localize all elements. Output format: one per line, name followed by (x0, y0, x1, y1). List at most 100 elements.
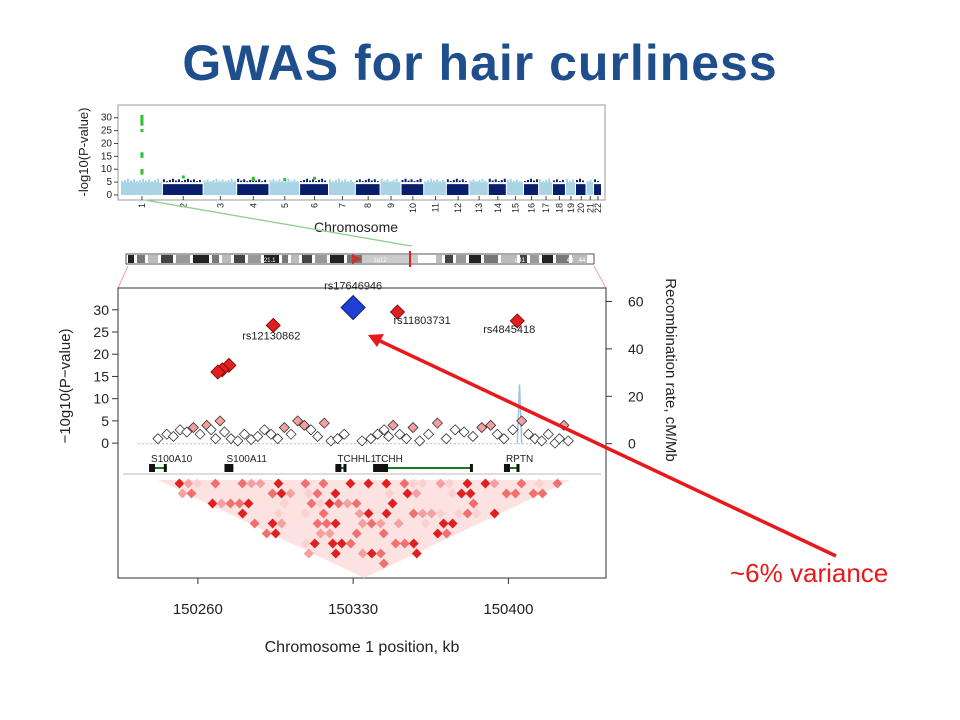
manhattan-x-tick-label: 10 (408, 203, 418, 213)
ld-heatmap-cell (303, 488, 314, 499)
ideogram-band (291, 255, 299, 263)
manhattan-point (287, 178, 290, 183)
manhattan-point (367, 178, 370, 183)
manhattan-x-tick-label: 7 (337, 203, 347, 208)
ld-heatmap-cell (357, 518, 368, 529)
ideogram-band (330, 255, 344, 263)
gene-exon (503, 464, 510, 472)
ld-heatmap-cell (315, 498, 326, 509)
manhattan-point (558, 181, 561, 183)
manhattan-point (177, 179, 180, 183)
snp-point (485, 419, 497, 431)
manhattan-point (347, 181, 349, 183)
region-line-right (593, 265, 607, 289)
manhattan-point (186, 178, 189, 183)
ideogram-band (484, 255, 498, 263)
ld-heatmap-cell (375, 548, 386, 559)
manhattan-point (484, 180, 487, 183)
recombination-spike (516, 384, 523, 444)
manhattan-x-tick-label: 15 (510, 203, 520, 213)
snp-point-high-ld (265, 317, 281, 333)
manhattan-chromosome-band-18 (552, 184, 565, 195)
gene-label: TCHHL1 (337, 454, 376, 465)
manhattan-point (458, 180, 461, 183)
manhattan-point (151, 181, 153, 183)
ideogram-band (176, 255, 190, 263)
snp-point (210, 433, 222, 445)
manhattan-chromosome-band-6 (300, 184, 328, 195)
manhattan-point (209, 181, 212, 183)
manhattan-point (315, 181, 318, 183)
snp-point (298, 419, 310, 431)
manhattan-x-tick-label: 22 (593, 203, 603, 213)
ld-heatmap-cell (357, 548, 368, 559)
manhattan-y-tick-label: 10 (101, 164, 113, 175)
manhattan-point (413, 181, 416, 183)
manhattan-point (527, 179, 529, 183)
manhattan-point (139, 179, 141, 183)
ld-heatmap-cell (402, 488, 413, 499)
manhattan-point (464, 181, 467, 183)
manhattan-point (430, 178, 433, 183)
manhattan-significant-point (140, 120, 144, 124)
manhattan-point (383, 180, 386, 183)
ld-heatmap-cell (438, 518, 449, 529)
ld-heatmap-cell (300, 508, 311, 519)
manhattan-chromosome-band-5 (269, 182, 300, 195)
manhattan-chromosome-band-10 (401, 184, 424, 195)
ld-heatmap-cell (399, 538, 410, 549)
manhattan-point (165, 181, 168, 183)
manhattan-x-tick-label: 6 (310, 203, 320, 208)
gene-label: S100A10 (151, 454, 193, 465)
manhattan-point (127, 178, 129, 183)
regional-frame (117, 287, 607, 579)
manhattan-y-tick-label: 0 (106, 190, 112, 201)
snp-point (536, 435, 548, 447)
ld-heatmap-cell (432, 528, 443, 539)
regional-y2-tick-label: 0 (628, 436, 636, 452)
manhattan-point (509, 178, 512, 183)
snp-point (371, 428, 384, 440)
ld-heatmap-cell (534, 478, 545, 489)
snp-label: rs4845418 (483, 324, 535, 336)
slide-title: GWAS for hair curliness (182, 35, 778, 91)
manhattan-point (533, 180, 535, 183)
manhattan-point (124, 179, 126, 183)
manhattan-point (568, 180, 571, 183)
manhattan-x-tick-label: 19 (566, 203, 576, 213)
gene-label: RPTN (506, 454, 533, 465)
manhattan-point (215, 178, 218, 183)
ld-heatmap-cell (345, 538, 356, 549)
manhattan-point (536, 179, 538, 183)
manhattan-point (404, 178, 407, 183)
manhattan-significant-point (140, 154, 144, 158)
regional-x-tick-label: 150260 (173, 601, 223, 618)
manhattan-point (246, 181, 249, 183)
ld-heatmap-cell (312, 518, 323, 529)
manhattan-point (389, 181, 392, 183)
manhattan-point (321, 178, 324, 183)
lead-snp-point (340, 294, 366, 321)
gene-exon (335, 464, 342, 472)
manhattan-frame (117, 104, 606, 201)
ld-heatmap-cell (234, 498, 245, 509)
manhattan-point (180, 181, 183, 183)
ld-heatmap-cell (426, 508, 437, 519)
ld-heatmap-cell (192, 478, 203, 489)
manhattan-point (555, 179, 558, 183)
manhattan-significant-point (140, 169, 144, 173)
snp-point (312, 430, 324, 443)
manhattan-chromosome-band-1 (121, 182, 162, 195)
snp-point (400, 433, 412, 445)
ideogram-band (445, 255, 453, 263)
ld-heatmap-cell (480, 478, 491, 489)
manhattan-x-tick-label: 18 (554, 203, 564, 213)
manhattan-point (545, 179, 548, 183)
manhattan-point (206, 179, 209, 183)
manhattan-point (309, 180, 312, 183)
ld-heatmap-cell (435, 508, 446, 519)
region-line-left (117, 265, 129, 289)
manhattan-y-tick-label: 20 (101, 138, 113, 149)
ld-heatmap-cell (318, 478, 329, 489)
